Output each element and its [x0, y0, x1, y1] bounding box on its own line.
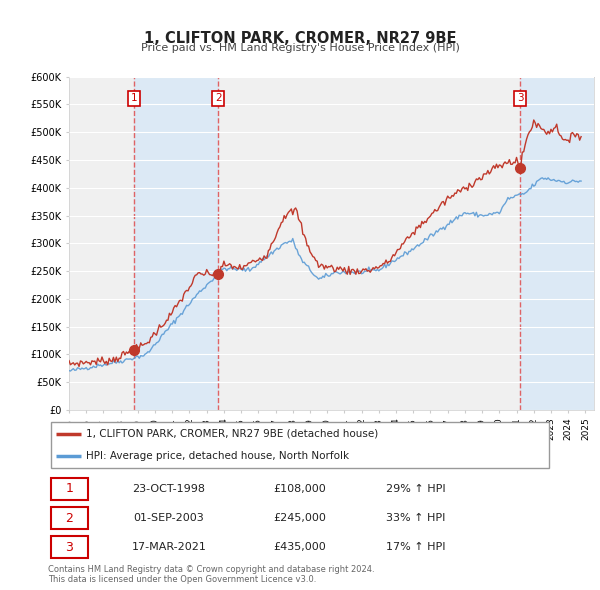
Text: £435,000: £435,000	[274, 542, 326, 552]
Text: £108,000: £108,000	[274, 484, 326, 494]
Text: 1: 1	[131, 93, 138, 103]
FancyBboxPatch shape	[50, 507, 88, 529]
Text: HPI: Average price, detached house, North Norfolk: HPI: Average price, detached house, Nort…	[86, 451, 349, 461]
Text: 17-MAR-2021: 17-MAR-2021	[131, 542, 206, 552]
Text: 17% ↑ HPI: 17% ↑ HPI	[386, 542, 446, 552]
Text: 01-SEP-2003: 01-SEP-2003	[134, 513, 205, 523]
FancyBboxPatch shape	[50, 422, 550, 468]
Text: 29% ↑ HPI: 29% ↑ HPI	[386, 484, 446, 494]
Text: £245,000: £245,000	[274, 513, 326, 523]
Text: Contains HM Land Registry data © Crown copyright and database right 2024.
This d: Contains HM Land Registry data © Crown c…	[48, 565, 374, 584]
Bar	[520, 77, 594, 410]
Text: 33% ↑ HPI: 33% ↑ HPI	[386, 513, 446, 523]
Text: 3: 3	[517, 93, 523, 103]
Bar	[134, 77, 218, 410]
Text: Price paid vs. HM Land Registry's House Price Index (HPI): Price paid vs. HM Land Registry's House …	[140, 44, 460, 53]
Text: 1, CLIFTON PARK, CROMER, NR27 9BE (detached house): 1, CLIFTON PARK, CROMER, NR27 9BE (detac…	[86, 429, 378, 439]
Text: 3: 3	[65, 540, 73, 553]
Text: 1, CLIFTON PARK, CROMER, NR27 9BE: 1, CLIFTON PARK, CROMER, NR27 9BE	[144, 31, 456, 46]
Text: 2: 2	[65, 512, 73, 525]
Text: 23-OCT-1998: 23-OCT-1998	[133, 484, 205, 494]
FancyBboxPatch shape	[50, 536, 88, 558]
Text: 2: 2	[215, 93, 221, 103]
FancyBboxPatch shape	[50, 478, 88, 500]
Text: 1: 1	[65, 483, 73, 496]
